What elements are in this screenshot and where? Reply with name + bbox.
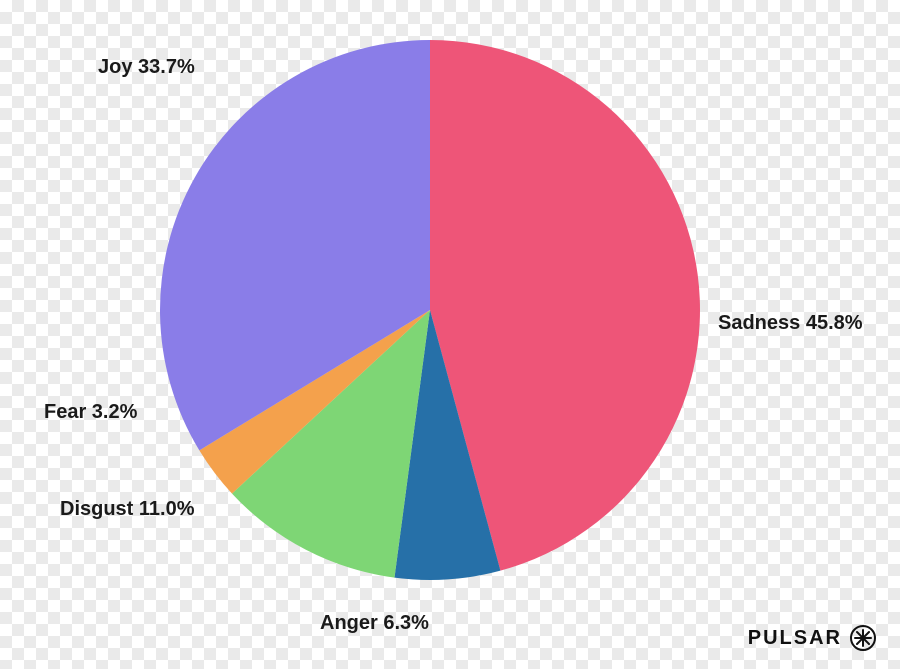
label-sadness: Sadness 45.8% (718, 312, 863, 335)
label-fear: Fear 3.2% (44, 401, 137, 424)
brand-badge: PULSAR (748, 625, 876, 651)
brand-text: PULSAR (748, 627, 842, 650)
label-anger: Anger 6.3% (320, 612, 429, 635)
emotion-pie-chart: Sadness 45.8% Anger 6.3% Disgust 11.0% Fear… (0, 0, 900, 669)
label-disgust: Disgust 11.0% (60, 498, 195, 521)
label-joy: Joy 33.7% (98, 56, 195, 79)
pulsar-asterisk-icon (850, 625, 876, 651)
